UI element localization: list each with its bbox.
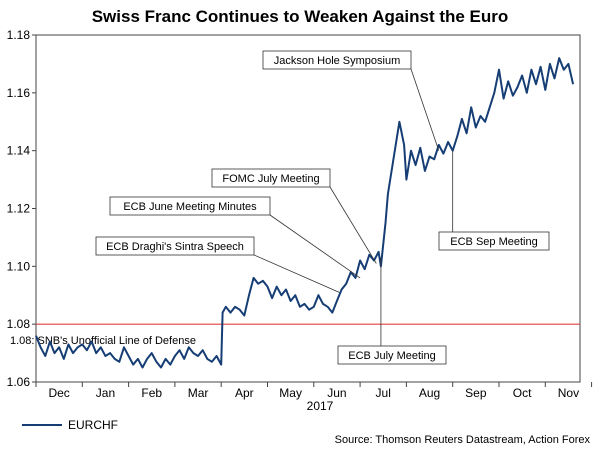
annotation-label: ECB July Meeting <box>348 350 435 362</box>
annotation-leader-line <box>253 254 340 293</box>
x-tick-label: Feb <box>141 386 162 400</box>
chart-title: Swiss Franc Continues to Weaken Against … <box>92 7 509 26</box>
x-tick-label: May <box>279 386 302 400</box>
x-axis-year-label: 2017 <box>307 399 334 413</box>
x-tick-label: Oct <box>513 386 532 400</box>
y-tick-label: 1.12 <box>7 202 31 216</box>
series-line-eurchf <box>35 57 575 369</box>
y-tick-label: 1.08 <box>7 317 31 331</box>
y-tick-label: 1.06 <box>7 375 31 389</box>
annotation-label: ECB Draghi's Sintra Speech <box>106 241 244 253</box>
annotation-label: ECB Sep Meeting <box>450 236 537 248</box>
annotation-box <box>109 196 271 216</box>
annotation-label: Jackson Hole Symposium <box>274 55 401 67</box>
reference-line-label: 1.08: SNB's Unofficial Line of Defense <box>10 335 196 347</box>
x-tick-label: Jul <box>376 386 391 400</box>
annotation-callout: ECB Sep Meeting <box>438 150 550 251</box>
x-tick-label: Aug <box>419 386 440 400</box>
x-tick-label: Sep <box>465 386 487 400</box>
x-tick-label: Dec <box>48 386 69 400</box>
y-tick-label: 1.10 <box>7 259 31 273</box>
annotation-box <box>95 236 255 256</box>
x-tick-label: Jun <box>327 386 346 400</box>
annotation-callout: ECB June Meeting Minutes <box>109 196 361 279</box>
source-note: Source: Thomson Reuters Datastream, Acti… <box>335 434 591 446</box>
annotation-callout: FOMC July Meeting <box>211 168 377 264</box>
annotation-callout: ECB July Meeting <box>337 257 447 365</box>
y-tick-label: 1.16 <box>7 86 31 100</box>
annotation-box <box>262 50 412 70</box>
annotation-label: FOMC July Meeting <box>222 173 319 185</box>
annotation-box <box>211 168 331 188</box>
annotation-leader-line <box>329 186 377 264</box>
annotation-leader-line <box>269 214 361 279</box>
annotation-box <box>438 231 550 251</box>
y-tick-label: 1.18 <box>7 28 31 42</box>
x-tick-label: Apr <box>235 386 254 400</box>
x-tick-label: Nov <box>558 386 579 400</box>
legend-label: EURCHF <box>68 418 118 432</box>
annotation-label: ECB June Meeting Minutes <box>123 201 257 213</box>
annotation-callout: ECB Draghi's Sintra Speech <box>95 236 340 293</box>
annotation-leader-line <box>410 68 440 151</box>
annotation-callout: Jackson Hole Symposium <box>262 50 440 151</box>
x-tick-label: Jan <box>96 386 115 400</box>
x-tick-label: Mar <box>188 386 209 400</box>
annotation-box <box>337 345 447 365</box>
y-tick-label: 1.14 <box>7 144 31 158</box>
